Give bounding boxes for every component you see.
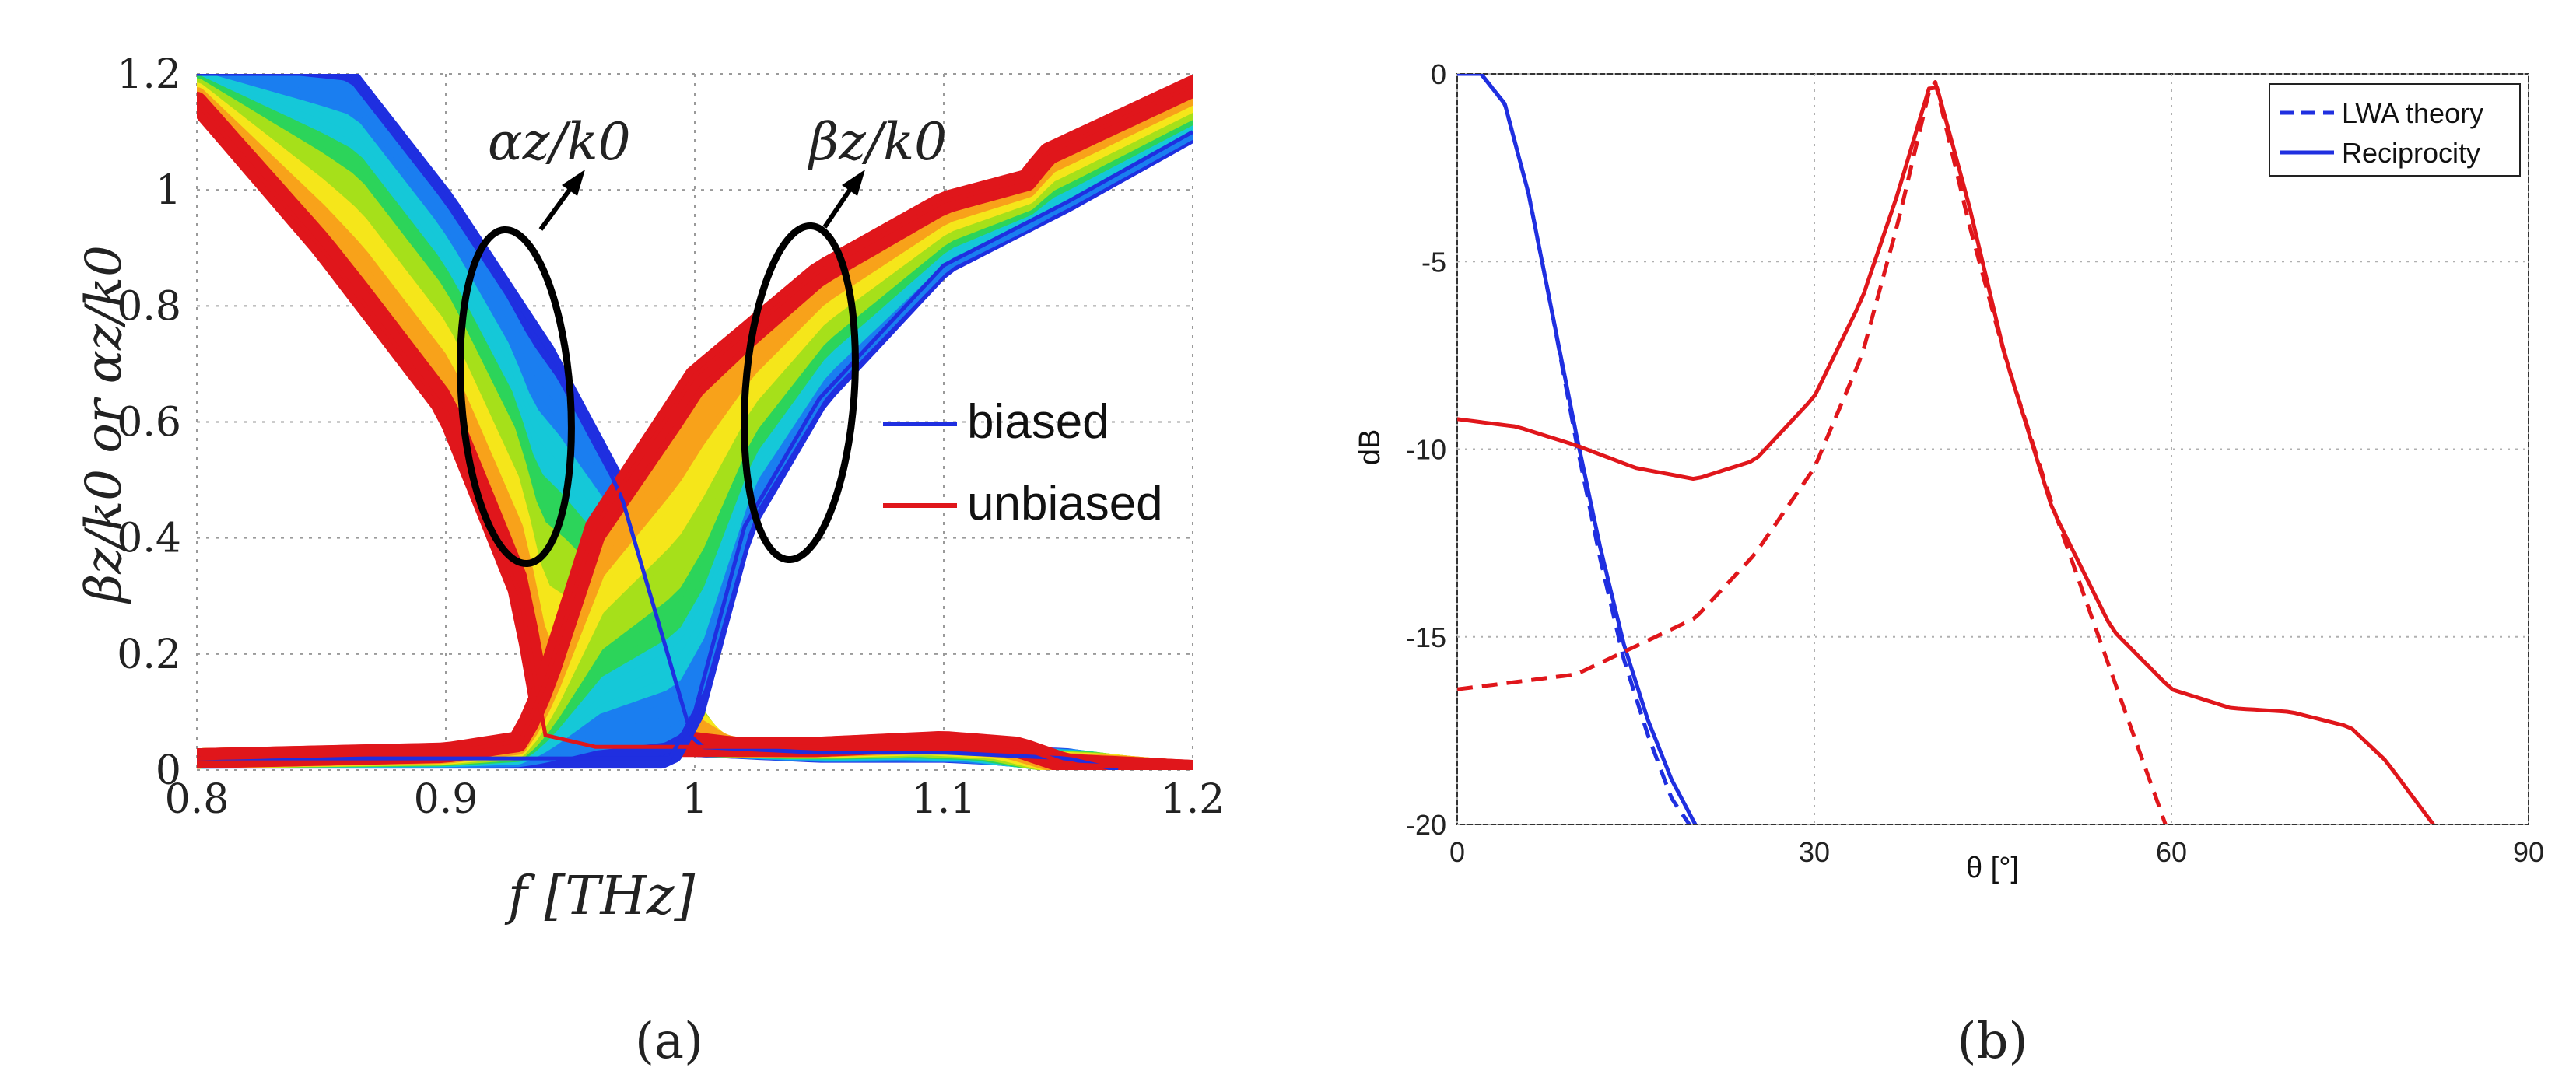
legend-label-reciprocity: Reciprocity <box>2342 137 2480 169</box>
panel-a-y-tick-label: 0.6 <box>117 400 181 446</box>
panel-b-y-tick-label: -10 <box>1406 434 1446 466</box>
panel-b-x-tick-label: 60 <box>2156 836 2187 868</box>
series-red-reciprocity-line <box>1457 86 2435 824</box>
panel-b-grid <box>1456 73 2529 825</box>
series-blue-reciprocity-line <box>1457 74 1698 824</box>
panel-a-x-tick-label: 1.1 <box>912 776 976 823</box>
panel-a-x-tick-label: 0.8 <box>165 776 230 823</box>
series-alpha-biased-line <box>197 74 1119 770</box>
panel-a-x-tick-label: 0.9 <box>414 776 478 823</box>
panel-a-y-tick-label: 0 <box>156 747 181 794</box>
panel-a-y-tick-label: 0.2 <box>117 632 181 678</box>
panel-a-y-tick-label: 0.4 <box>117 516 181 562</box>
panel-a-y-tick-label: 0.8 <box>117 283 181 330</box>
beta-annotation: βz/k0 <box>807 112 947 172</box>
panel-b-tick-labels: 0 30 60 90 -20 -15 -10 -5 0 <box>1406 58 2544 868</box>
series-beta-biased-line <box>197 130 1193 761</box>
panel-a-x-tick-label: 1 <box>682 776 707 823</box>
panel-b-y-tick-label: -20 <box>1406 809 1446 841</box>
panel-a-y-tick-label: 1 <box>156 167 181 214</box>
alpha-annotation-marker <box>457 170 585 568</box>
legend-label-biased: biased <box>967 395 1109 449</box>
panel-b-x-tick-label: 30 <box>1799 836 1830 868</box>
panel-a-legend: biased unbiased <box>883 395 1163 530</box>
panel-a-x-axis-label: f [THz] <box>504 866 696 927</box>
panel-b-x-axis-label: θ [°] <box>1966 852 2019 884</box>
panel-a-y-axis-label: βz/k0 or αz/k0 <box>75 245 133 604</box>
panel-a-x-tick-label: 1.2 <box>1161 776 1225 823</box>
series-alpha-unbiased-line <box>197 101 1193 770</box>
panel-b-legend: LWA theory Reciprocity <box>2269 83 2521 177</box>
panel-b-x-tick-label: 90 <box>2513 836 2544 868</box>
legend-label-lwa-theory: LWA theory <box>2342 97 2483 129</box>
panel-b-y-tick-label: -5 <box>1421 246 1446 278</box>
panel-b-chart: LWA theory Reciprocity 0 30 60 90 -20 -15 -10 -… <box>1354 58 2544 1070</box>
legend-box <box>2269 83 2521 177</box>
legend-label-unbiased: unbiased <box>967 477 1163 530</box>
panel-a-series-group <box>197 74 1193 770</box>
beta-annotation-marker <box>741 170 865 564</box>
panel-a-chart: αz/k0 βz/k0 biased unbiased 0.8 0.9 1 1.1 1.… <box>75 51 1225 1070</box>
panel-a-tick-labels: 0.8 0.9 1 1.1 1.2 0 0.2 0.4 0.6 0.8 1 1.2 <box>117 51 1225 823</box>
panel-b-x-tick-label: 0 <box>1449 836 1465 868</box>
panel-b-y-tick-label: 0 <box>1431 58 1446 90</box>
panel-b-plot-area <box>1456 73 2529 825</box>
panel-b-y-tick-label: -15 <box>1406 621 1446 653</box>
panel-b-series-group <box>1457 74 2435 824</box>
alpha-annotation: αz/k0 <box>488 112 631 172</box>
panel-b-caption: (b) <box>1957 1013 2028 1070</box>
panel-a-caption: (a) <box>635 1013 703 1070</box>
series-beta-unbiased-line <box>197 83 1193 761</box>
panel-a-y-tick-label: 1.2 <box>117 51 181 98</box>
panel-b-y-axis-label: dB <box>1354 429 1386 465</box>
